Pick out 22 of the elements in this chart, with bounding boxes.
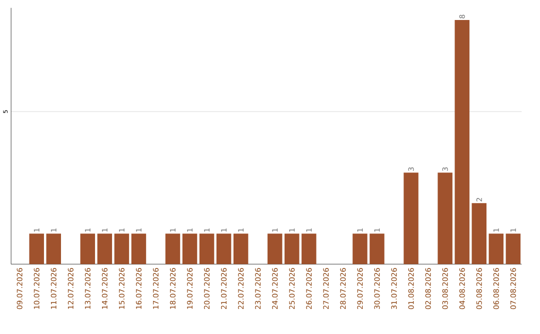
bar bbox=[302, 234, 316, 264]
bar bbox=[404, 172, 418, 264]
bar bbox=[199, 234, 214, 264]
bar bbox=[506, 234, 521, 264]
bar bbox=[114, 234, 130, 264]
bar bbox=[233, 234, 248, 264]
bar bbox=[80, 234, 96, 264]
bar bbox=[352, 234, 368, 264]
bar bbox=[472, 203, 486, 264]
bar bbox=[438, 172, 452, 264]
bar bbox=[29, 234, 44, 264]
bar bbox=[182, 234, 198, 264]
bar bbox=[46, 234, 61, 264]
bar bbox=[488, 234, 504, 264]
bar bbox=[454, 20, 470, 264]
bar bbox=[131, 234, 146, 264]
bar bbox=[284, 234, 300, 264]
bar bbox=[268, 234, 282, 264]
bar bbox=[97, 234, 112, 264]
bar bbox=[165, 234, 180, 264]
bar bbox=[370, 234, 384, 264]
bar bbox=[216, 234, 232, 264]
